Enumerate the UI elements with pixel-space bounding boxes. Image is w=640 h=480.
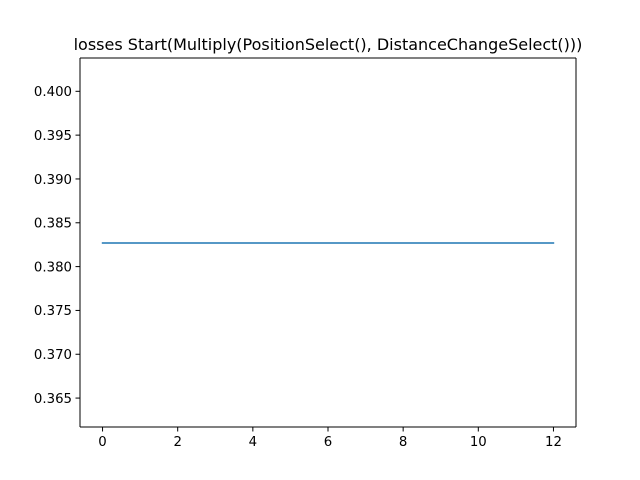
- x-tick-label: 12: [545, 435, 562, 450]
- chart-title: losses Start(Multiply(PositionSelect(), …: [74, 35, 583, 54]
- y-tick-label: 0.365: [34, 392, 72, 407]
- x-tick-label: 8: [399, 435, 407, 450]
- y-tick-label: 0.380: [34, 260, 72, 275]
- y-tick-label: 0.385: [34, 217, 72, 232]
- y-tick-label: 0.390: [34, 173, 72, 188]
- y-tick-label: 0.370: [34, 348, 72, 363]
- x-tick-label: 10: [470, 435, 487, 450]
- x-tick-label: 0: [98, 435, 106, 450]
- x-tick-label: 4: [249, 435, 257, 450]
- x-tick-label: 2: [173, 435, 181, 450]
- y-tick-label: 0.395: [34, 129, 72, 144]
- ticks-layer: 0 2 4 6 8 10 12 0.365 0.370 0.375 0.380 0.385 0.390 0…: [34, 85, 562, 450]
- x-tick-label: 6: [324, 435, 332, 450]
- y-tick-label: 0.375: [34, 304, 72, 319]
- y-tick-label: 0.400: [34, 85, 72, 100]
